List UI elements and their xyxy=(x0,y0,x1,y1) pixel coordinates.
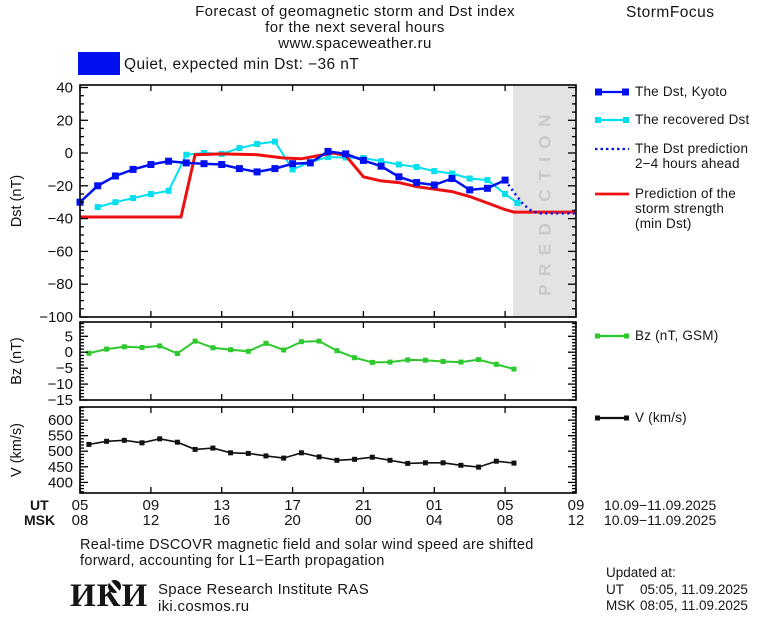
x-tick-msk: 12 xyxy=(567,512,585,529)
legend-item-v: V (km/s) xyxy=(594,410,687,427)
svg-text:−60: −60 xyxy=(48,243,73,260)
svg-text:−100: −100 xyxy=(39,309,73,326)
institute-site: iki.cosmos.ru xyxy=(158,598,250,615)
ylabel-bz: Bz (nT) xyxy=(9,337,25,385)
svg-text:500: 500 xyxy=(48,443,73,460)
recovered-dst-swatch-icon xyxy=(594,114,630,129)
svg-text:−20: −20 xyxy=(48,178,73,195)
svg-text:450: 450 xyxy=(48,459,73,476)
red-line-swatch-icon xyxy=(594,188,630,231)
series-dst-prediction-dotted xyxy=(504,179,576,215)
x-tick-ut: 21 xyxy=(355,497,372,514)
storm-level-swatch xyxy=(78,52,120,75)
title-line1: Forecast of geomagnetic storm and Dst in… xyxy=(195,3,515,20)
svg-text:550: 550 xyxy=(48,428,73,445)
ut-date-range: 10.09−11.09.2025 xyxy=(604,497,717,513)
dotted-line-swatch-icon xyxy=(594,143,630,171)
storm-level-text: Quiet, expected min Dst: −36 nT xyxy=(124,56,360,73)
updated-msk-row: MSK 08:05, 11.09.2025 xyxy=(606,598,748,613)
x-tick-msk: 08 xyxy=(496,512,514,529)
x-tick-msk: 04 xyxy=(425,512,443,529)
x-tick-ut: 17 xyxy=(284,497,301,514)
msk-date-range: 10.09−11.09.2025 xyxy=(604,512,717,528)
x-tick-msk: 00 xyxy=(355,512,372,529)
x-tick-ut: 01 xyxy=(425,497,443,514)
svg-text:5: 5 xyxy=(65,328,73,345)
svg-text:20: 20 xyxy=(56,112,73,129)
iki-logo: ИКИ xyxy=(70,578,149,614)
x-tick-ut: 09 xyxy=(142,497,160,514)
prediction-label: PREDICTION xyxy=(536,106,555,296)
updated-heading: Updated at: xyxy=(606,565,676,580)
footnote-line2: forward, accounting for L1−Earth propaga… xyxy=(80,553,385,569)
page-title: Forecast of geomagnetic storm and Dst in… xyxy=(115,3,595,53)
svg-text:40: 40 xyxy=(56,79,73,96)
x-tick-ut: 09 xyxy=(567,497,585,514)
ut-axis-word: UT xyxy=(30,497,49,513)
svg-text:−40: −40 xyxy=(48,211,73,228)
x-tick-msk: 08 xyxy=(71,512,89,529)
svg-text:−5: −5 xyxy=(56,360,73,377)
legend-item-recovered-dst: The recovered Dst xyxy=(594,112,749,129)
svg-text:−10: −10 xyxy=(48,376,73,393)
x-tick-ut: 05 xyxy=(496,497,514,514)
x-tick-ut: 05 xyxy=(71,497,89,514)
svg-text:−15: −15 xyxy=(48,392,73,409)
chart-dst: PREDICTION 40 20 0 −20 −40 −60 −80 −100 Dst (nT) xyxy=(9,79,577,326)
plot-frame xyxy=(79,84,577,318)
svg-text:400: 400 xyxy=(48,474,73,491)
ylabel-dst: Dst (nT) xyxy=(9,175,25,227)
svg-text:600: 600 xyxy=(48,412,73,429)
ylabel-v: V (km/s) xyxy=(9,423,25,477)
title-url: www.spaceweather.ru xyxy=(278,35,432,53)
plot-frame xyxy=(79,321,577,401)
v-swatch-icon xyxy=(594,412,630,427)
msk-axis-word: MSK xyxy=(24,512,56,528)
footnote-line1: Real-time DSCOVR magnetic field and sola… xyxy=(80,537,534,553)
legend-item-dst-kyoto: The Dst, Kyoto xyxy=(594,84,727,101)
chart-bz: 50−5−10−15 Bz (nT) xyxy=(9,321,577,409)
institute-name: Space Research Institute RAS xyxy=(158,581,370,598)
series-storm-prediction xyxy=(80,151,576,219)
legend-item-storm-strength: Prediction of the storm strength (min Ds… xyxy=(594,186,736,231)
legend-item-dst-prediction: The Dst prediction 2−4 hours ahead xyxy=(594,141,748,171)
brand-stormfocus: StormFocus xyxy=(626,4,715,21)
x-tick-msk: 16 xyxy=(213,512,231,529)
iki-logo-circle-icon xyxy=(108,580,121,593)
prediction-region xyxy=(513,85,576,317)
legend-item-bz: Bz (nT, GSM) xyxy=(594,328,718,345)
dst-kyoto-swatch-icon xyxy=(594,86,630,101)
x-tick-msk: 20 xyxy=(284,512,301,529)
series-bz-gsm xyxy=(88,339,515,371)
updated-ut-row: UT 05:05, 11.09.2025 xyxy=(606,582,748,597)
svg-text:0: 0 xyxy=(65,344,73,361)
bz-swatch-icon xyxy=(594,330,630,345)
svg-text:0: 0 xyxy=(65,145,73,162)
x-tick-msk: 12 xyxy=(142,512,160,529)
title-line2: for the next several hours xyxy=(265,19,445,37)
plot-frame xyxy=(79,406,577,494)
svg-text:−80: −80 xyxy=(48,276,73,293)
x-tick-ut: 13 xyxy=(213,497,231,514)
